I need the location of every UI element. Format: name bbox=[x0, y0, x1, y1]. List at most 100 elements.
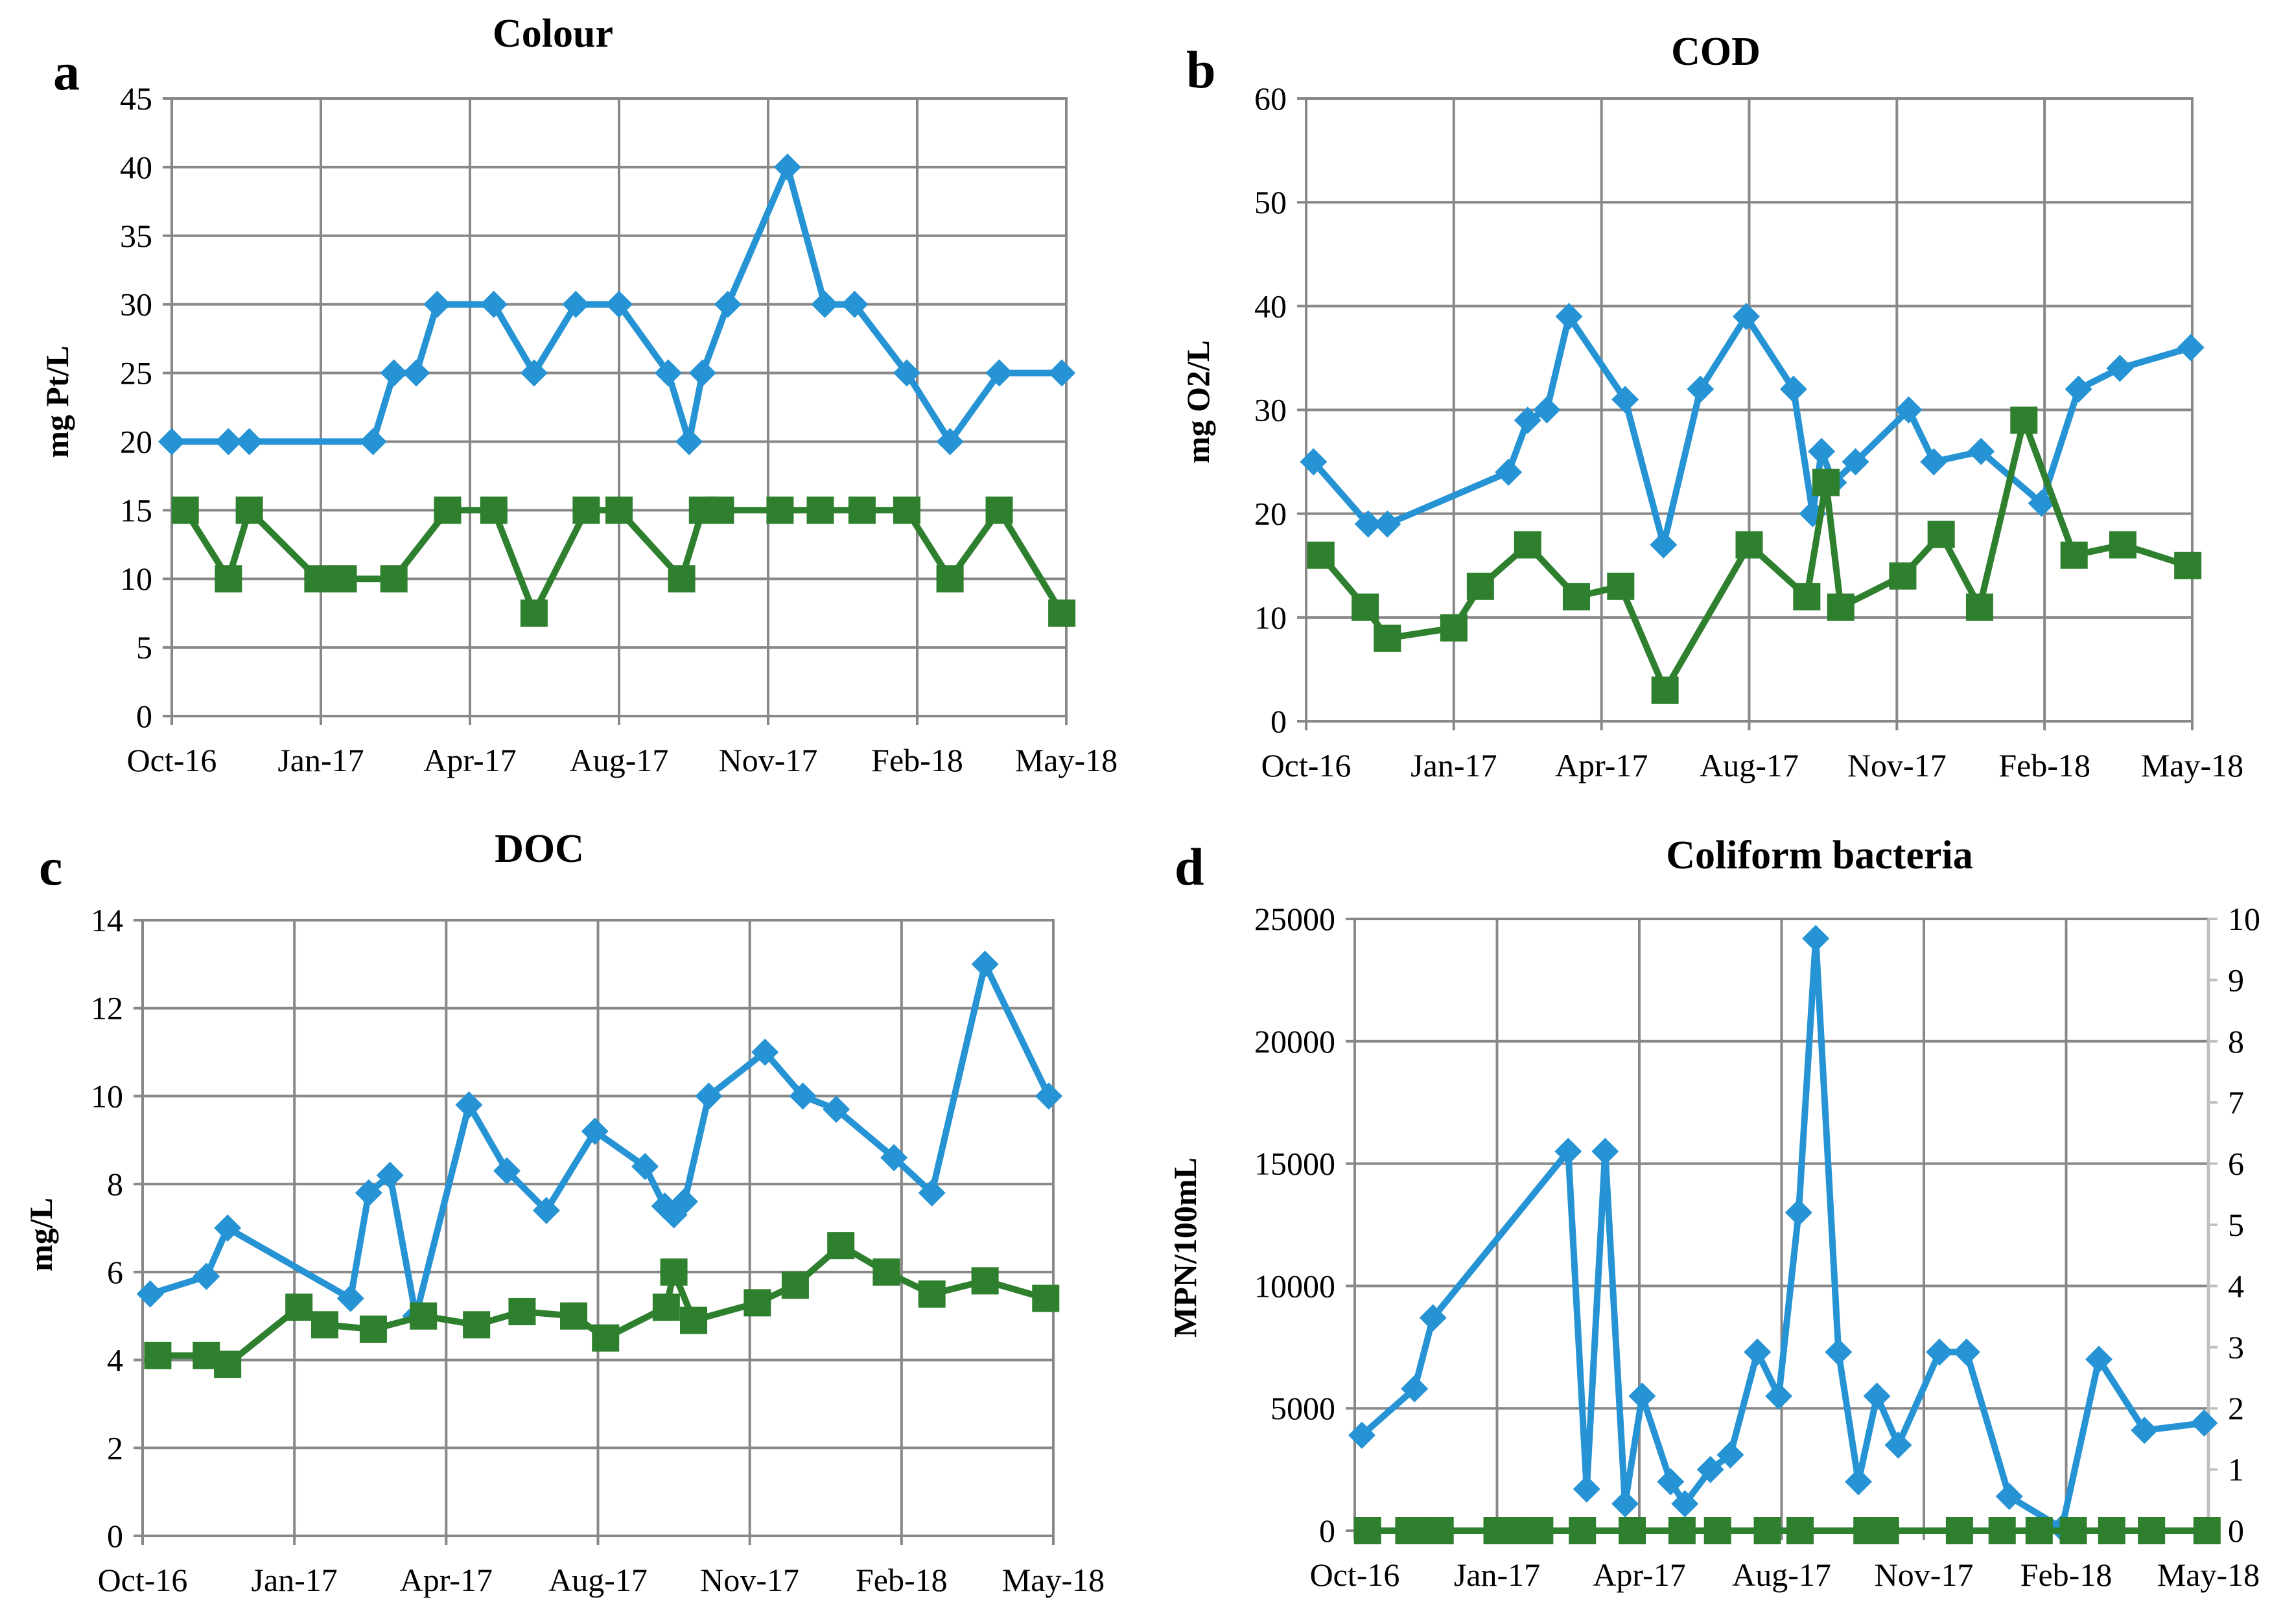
series-1-point bbox=[2131, 1417, 2159, 1444]
series-1-point bbox=[1952, 1338, 1980, 1366]
series-2-point bbox=[1889, 562, 1917, 590]
series-2-point bbox=[171, 496, 199, 524]
y-tick-label: 0 bbox=[1270, 703, 1287, 739]
series-2-point bbox=[1965, 593, 1993, 621]
y-tick-label: 4 bbox=[107, 1342, 123, 1378]
series-2-point bbox=[1786, 1517, 1814, 1544]
series-1-point bbox=[1696, 1456, 1724, 1483]
series-1-point bbox=[1650, 531, 1678, 559]
series-1-point bbox=[355, 1179, 382, 1207]
series-2-point bbox=[2193, 1517, 2221, 1544]
chart-title: DOC bbox=[495, 827, 584, 871]
series-1-point bbox=[893, 359, 920, 387]
series-1-point bbox=[403, 359, 430, 387]
series-1-point bbox=[880, 1144, 908, 1172]
y-tick-label: 25 bbox=[120, 355, 152, 391]
y2-tick-label: 7 bbox=[2228, 1084, 2244, 1120]
series-1-point bbox=[660, 1201, 688, 1229]
series-2-point bbox=[285, 1293, 313, 1321]
series-1-point bbox=[214, 1214, 242, 1242]
series-2-point bbox=[680, 1306, 708, 1334]
plot-area: 0 10 20 30 40 50 60 Oct-16 Jan-17 Apr-17 Aug-17 Nov… bbox=[1254, 80, 2243, 783]
series-2-point bbox=[660, 1258, 688, 1286]
chart-title: Colour bbox=[493, 12, 613, 56]
series-1-point bbox=[670, 1188, 698, 1216]
series-2-point bbox=[2174, 551, 2202, 579]
series-2-point bbox=[2138, 1517, 2166, 1544]
y-tick-label: 0 bbox=[1319, 1513, 1335, 1549]
x-tick-label: Aug-17 bbox=[548, 1562, 648, 1598]
series-2-point bbox=[668, 565, 696, 593]
series-2-point bbox=[1466, 572, 1494, 600]
series-1-point bbox=[2065, 375, 2092, 403]
plot-area: 0 5000 10000 15000 20000 25000 Oct-16 Jan-17 Apr… bbox=[1254, 901, 2260, 1593]
series-2-point bbox=[1562, 583, 1590, 610]
series-2-point bbox=[1307, 541, 1335, 569]
series-1-point bbox=[695, 1082, 723, 1110]
y-tick-label: 15000 bbox=[1254, 1146, 1335, 1182]
series-2-point bbox=[1988, 1517, 2016, 1544]
series-1-point bbox=[654, 359, 682, 387]
y-tick-label: 5000 bbox=[1270, 1390, 1335, 1426]
y-tick-label: 20 bbox=[1254, 496, 1287, 532]
x-tick-label: Feb-18 bbox=[856, 1562, 948, 1598]
series-2-point bbox=[872, 1258, 900, 1286]
x-tick-label: Nov-17 bbox=[1847, 747, 1947, 783]
series-1-point bbox=[1926, 1338, 1954, 1366]
plot-frame bbox=[170, 97, 1068, 717]
x-tick-label: Apr-17 bbox=[400, 1562, 493, 1598]
series-2-point bbox=[592, 1324, 620, 1352]
series-1-point bbox=[1591, 1137, 1619, 1165]
series-1-point bbox=[359, 428, 387, 456]
y2-tick-label: 2 bbox=[2228, 1390, 2244, 1426]
series-1-point bbox=[136, 1280, 164, 1308]
series-1-point bbox=[1611, 386, 1639, 413]
series-1-point bbox=[1765, 1382, 1793, 1410]
series-2-point bbox=[144, 1341, 172, 1369]
x-tick-label: May-18 bbox=[2157, 1557, 2260, 1593]
y-tick-label: 40 bbox=[120, 149, 152, 185]
y2-tick-label: 5 bbox=[2228, 1207, 2244, 1243]
series-2-point bbox=[1048, 599, 1076, 627]
series-1-point bbox=[1825, 1338, 1853, 1366]
series-1-point bbox=[985, 359, 1013, 387]
y-tick-label: 0 bbox=[136, 698, 152, 734]
series-2-point bbox=[1607, 572, 1635, 600]
series-2-point bbox=[1440, 614, 1468, 642]
series-2-point bbox=[1927, 520, 1955, 548]
series-2-point bbox=[848, 496, 876, 524]
series-1-point bbox=[2028, 489, 2055, 517]
series-1-point bbox=[1863, 1382, 1891, 1410]
series-2-point bbox=[707, 496, 734, 524]
panel-c: DOC c mg/L 0 2 4 6 8 10 12 14 Oct-16 Jan-17 Apr-17… bbox=[23, 827, 1105, 1598]
series-1-point bbox=[1514, 406, 1541, 434]
x-tick-label: Oct-16 bbox=[1261, 747, 1352, 783]
series-1-point bbox=[1671, 1490, 1699, 1518]
series-1-point bbox=[1716, 1441, 1744, 1468]
x-tick-label: Feb-18 bbox=[871, 742, 963, 778]
series-2-point bbox=[508, 1297, 536, 1325]
x-tick-label: Nov-17 bbox=[1875, 1557, 1974, 1593]
x-tick-label: Jan-17 bbox=[252, 1562, 338, 1598]
series-1-point bbox=[562, 290, 590, 318]
series-2-point bbox=[781, 1271, 809, 1299]
series-1-point bbox=[1300, 448, 1328, 476]
series-2-point bbox=[1619, 1517, 1646, 1544]
panel-b: COD b mg O2/L 0 10 20 30 40 50 60 Oct-16 Jan-17 A… bbox=[1180, 30, 2243, 783]
x-tick-label: Jan-17 bbox=[1410, 747, 1497, 783]
series-1-point bbox=[773, 153, 801, 181]
series-2-point bbox=[311, 1311, 338, 1339]
series-1-point bbox=[1533, 396, 1561, 424]
series-2-point bbox=[463, 1311, 491, 1339]
series-1-point bbox=[193, 1262, 220, 1290]
x-tick-label: Apr-17 bbox=[423, 742, 516, 778]
series-2-point bbox=[1871, 1517, 1899, 1544]
series-1-point bbox=[1657, 1468, 1685, 1496]
series-1-point bbox=[971, 950, 999, 978]
series-1-line bbox=[1359, 935, 2205, 1532]
x-tick-label: Aug-17 bbox=[1732, 1557, 1831, 1593]
series-2-point bbox=[2010, 406, 2038, 434]
y-tick-label: 0 bbox=[107, 1518, 123, 1554]
series-2-point bbox=[434, 496, 462, 524]
